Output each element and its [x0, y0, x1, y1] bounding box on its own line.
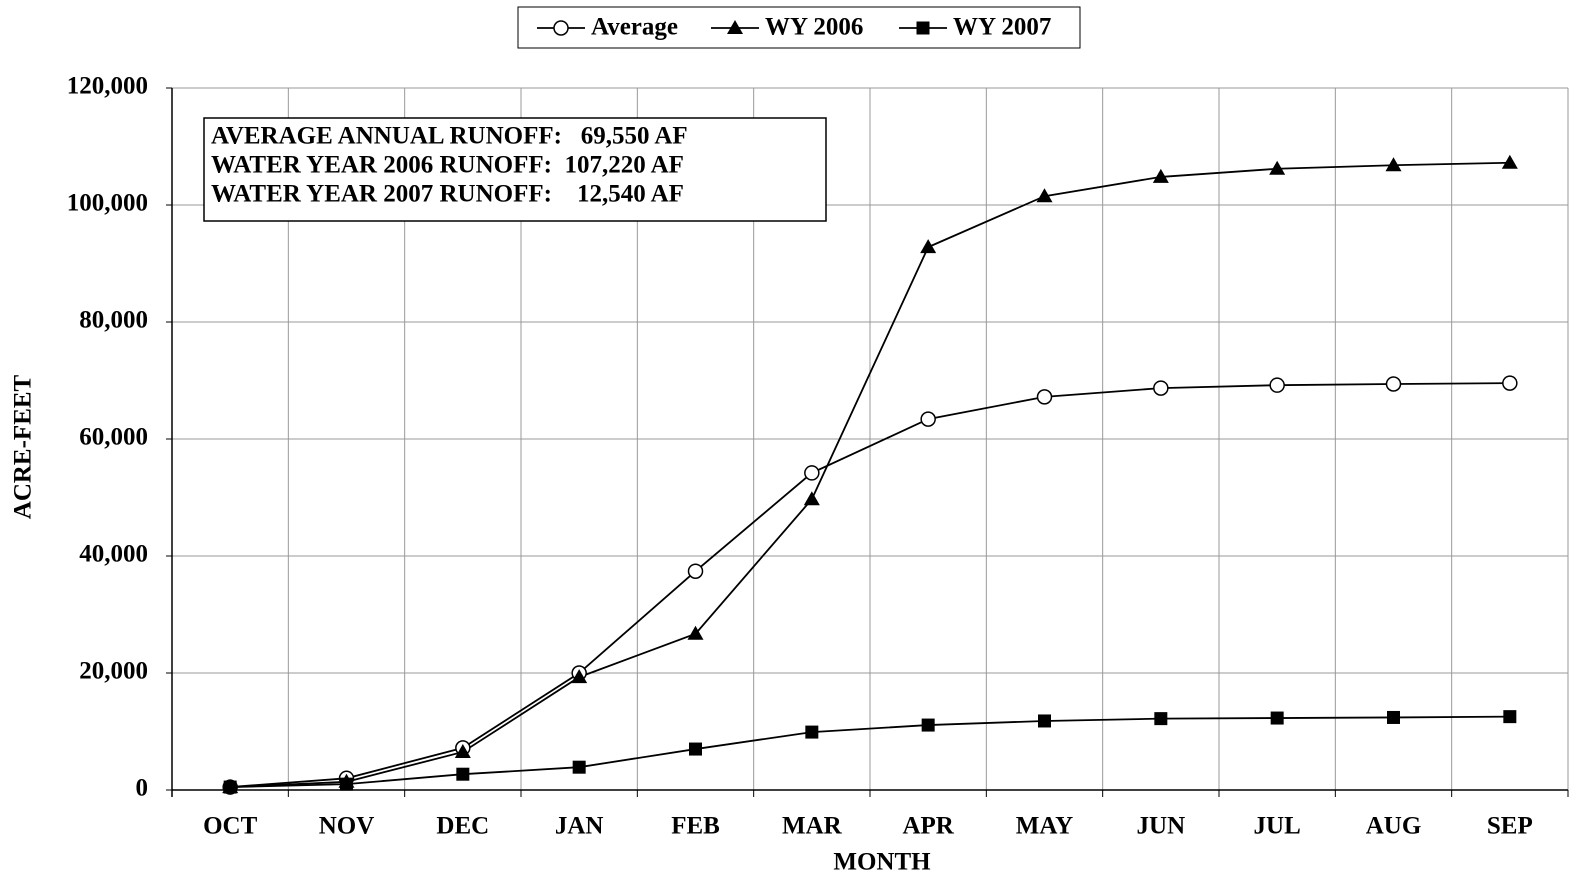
y-tick-label: 60,000 — [79, 424, 148, 451]
series-line — [230, 382, 1510, 788]
legend-marker — [553, 20, 569, 36]
y-tick-label: 80,000 — [79, 307, 148, 334]
marker — [804, 465, 820, 481]
annotation: AVERAGE ANNUAL RUNOFF: 69,550 AF — [211, 123, 688, 150]
marker — [1385, 157, 1402, 172]
marker — [1501, 154, 1518, 169]
marker — [1269, 377, 1285, 393]
x-tick-label: FEB — [671, 813, 720, 840]
marker — [572, 760, 586, 774]
annotation: WATER YEAR 2006 RUNOFF: 107,220 AF — [211, 152, 684, 179]
marker — [1387, 710, 1400, 724]
marker — [689, 742, 702, 756]
legend-box — [517, 6, 1081, 49]
y-tick-label: 0 — [136, 775, 149, 802]
x-tick-label: MAY — [1016, 813, 1073, 840]
y-tick-label: 40,000 — [79, 541, 148, 568]
legend-marker — [916, 21, 930, 35]
x-tick-label: AUG — [1366, 813, 1422, 840]
marker — [340, 777, 353, 791]
series-line — [230, 715, 1510, 788]
marker — [456, 767, 470, 781]
marker — [1385, 376, 1402, 392]
marker — [687, 625, 704, 640]
marker — [920, 411, 936, 427]
legend-label: WY 2007 — [953, 14, 1051, 41]
marker — [1038, 714, 1051, 728]
y-tick-label: 100,000 — [67, 190, 148, 217]
legend-label: WY 2006 — [765, 14, 863, 41]
legend-label: Average — [591, 14, 678, 41]
x-tick-label: JUL — [1254, 813, 1301, 840]
y-tick-label: 120,000 — [67, 73, 148, 100]
x-tick-label: SEP — [1487, 813, 1533, 840]
marker — [1152, 168, 1169, 183]
marker — [921, 718, 935, 732]
marker — [223, 780, 237, 794]
x-tick-label: DEC — [436, 813, 489, 840]
x-tick-label: OCT — [203, 813, 258, 840]
marker — [1036, 188, 1053, 203]
x-tick-label: NOV — [319, 813, 375, 840]
marker — [920, 239, 937, 254]
marker — [805, 725, 819, 739]
annotation: WATER YEAR 2007 RUNOFF: 12,540 AF — [211, 181, 684, 208]
marker — [1502, 375, 1518, 391]
marker — [1503, 710, 1517, 724]
marker — [571, 669, 588, 684]
marker — [1153, 380, 1169, 396]
y-tick-label: 20,000 — [79, 658, 148, 685]
x-tick-label: JUN — [1137, 813, 1186, 840]
series-line — [230, 161, 1510, 788]
annotation-box — [203, 117, 827, 222]
marker — [687, 563, 704, 579]
marker — [1036, 389, 1053, 405]
marker — [1269, 160, 1286, 175]
legend-marker — [727, 20, 743, 34]
x-tick-label: JAN — [555, 813, 604, 840]
x-tick-label: MAR — [782, 813, 843, 840]
marker — [803, 491, 820, 506]
marker — [1154, 712, 1168, 726]
y-axis-title: ACRE-FEET — [10, 374, 37, 519]
x-tick-label: APR — [902, 813, 954, 840]
marker — [454, 743, 471, 758]
marker — [1270, 711, 1284, 725]
x-axis-title: MONTH — [833, 849, 931, 876]
